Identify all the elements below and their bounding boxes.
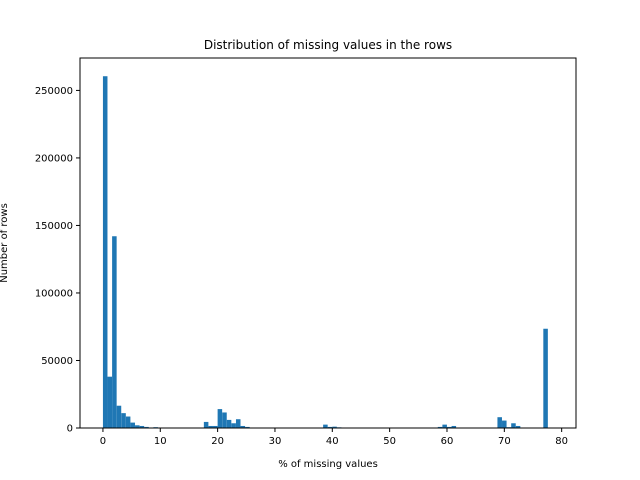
- histogram-bar: [116, 405, 122, 428]
- y-axis-label: Number of rows: [0, 203, 10, 283]
- y-tick-label: 100000: [35, 288, 73, 299]
- histogram-bar: [235, 419, 241, 428]
- y-tick-label: 0: [67, 424, 73, 435]
- histogram-bar: [217, 409, 223, 428]
- histogram-bar: [497, 417, 502, 428]
- histogram-bar: [323, 424, 328, 428]
- plot-frame: [79, 57, 577, 429]
- y-tick-label: 200000: [35, 153, 73, 164]
- histogram-bar: [208, 425, 213, 428]
- histogram-bar: [437, 426, 443, 428]
- x-tick-label: 50: [383, 436, 396, 447]
- x-tick-label: 10: [154, 436, 167, 447]
- histogram-bar: [121, 413, 126, 428]
- histogram-bar: [107, 376, 113, 428]
- x-tick-label: 0: [100, 436, 106, 447]
- histogram-bar: [231, 423, 236, 428]
- histogram-bar: [511, 423, 516, 428]
- histogram-bar: [442, 424, 447, 428]
- histogram-bar: [245, 426, 250, 428]
- histogram-bar: [139, 425, 145, 428]
- x-axis-label: % of missing values: [278, 459, 378, 470]
- y-tick-label: 150000: [35, 221, 73, 232]
- histogram-bar: [327, 426, 333, 428]
- histogram-bar: [102, 76, 108, 428]
- histogram-bar: [203, 421, 209, 428]
- x-tick-label: 80: [555, 436, 568, 447]
- y-axis-ticks: 0 50000 100000 150000 200000 250000: [35, 86, 80, 435]
- histogram-bar: [515, 425, 521, 428]
- histogram-bar: [240, 425, 246, 428]
- histogram-bar: [222, 412, 227, 428]
- chart-title: Distribution of missing values in the ro…: [204, 38, 452, 52]
- x-tick-label: 30: [269, 436, 282, 447]
- histogram-bar: [502, 420, 507, 428]
- histogram-bar: [332, 426, 337, 428]
- histogram-bar: [213, 425, 218, 428]
- x-axis-ticks: 0 10 20 30 40 50 60 70 80: [100, 428, 568, 447]
- histogram-bar: [543, 328, 548, 428]
- y-tick-label: 250000: [35, 86, 73, 97]
- histogram-bar: [226, 419, 232, 428]
- x-tick-label: 20: [211, 436, 224, 447]
- histogram-bar: [112, 236, 117, 428]
- histogram-bar: [144, 426, 149, 428]
- histogram-bar: [130, 422, 135, 428]
- histogram-bar: [125, 416, 131, 428]
- x-tick-label: 70: [498, 436, 511, 447]
- histogram-bar: [135, 425, 140, 428]
- histogram-bar: [451, 425, 457, 428]
- bars-group: [102, 76, 548, 428]
- y-tick-label: 50000: [41, 356, 73, 367]
- histogram-bar: [446, 426, 452, 428]
- x-tick-label: 40: [326, 436, 339, 447]
- x-tick-label: 60: [441, 436, 454, 447]
